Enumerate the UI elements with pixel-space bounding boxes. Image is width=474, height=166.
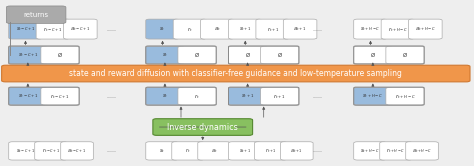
FancyBboxPatch shape — [153, 119, 253, 135]
Text: $r_{t+1}$: $r_{t+1}$ — [265, 146, 277, 155]
FancyBboxPatch shape — [35, 142, 67, 160]
FancyBboxPatch shape — [9, 87, 47, 105]
Text: $a_t$: $a_t$ — [214, 25, 221, 33]
FancyBboxPatch shape — [354, 46, 392, 64]
FancyBboxPatch shape — [36, 19, 70, 39]
FancyBboxPatch shape — [281, 142, 313, 160]
Text: $r_{t-C+1}$: $r_{t-C+1}$ — [43, 25, 63, 34]
FancyBboxPatch shape — [146, 46, 184, 64]
FancyBboxPatch shape — [41, 87, 79, 105]
Text: $a_{t+H-C}$: $a_{t+H-C}$ — [415, 25, 436, 33]
FancyBboxPatch shape — [255, 142, 287, 160]
FancyBboxPatch shape — [354, 87, 392, 105]
FancyBboxPatch shape — [6, 6, 66, 23]
Text: state and reward diffusion with classifier-free guidance and low-temperature sam: state and reward diffusion with classifi… — [69, 69, 402, 78]
Text: $s_{t+H-C}$: $s_{t+H-C}$ — [360, 25, 381, 33]
FancyBboxPatch shape — [146, 87, 184, 105]
Text: $r_{t+H-C}$: $r_{t+H-C}$ — [395, 92, 415, 101]
FancyBboxPatch shape — [380, 142, 412, 160]
Text: .....: ..... — [312, 27, 322, 32]
Text: $r_t$: $r_t$ — [185, 146, 191, 155]
Text: $r_{t-C+1}$: $r_{t-C+1}$ — [50, 92, 70, 101]
FancyBboxPatch shape — [228, 19, 262, 39]
FancyBboxPatch shape — [9, 19, 42, 39]
Text: $s_{t+H-C}$: $s_{t+H-C}$ — [360, 147, 380, 155]
FancyBboxPatch shape — [354, 142, 386, 160]
FancyBboxPatch shape — [283, 19, 317, 39]
FancyBboxPatch shape — [64, 19, 97, 39]
Text: $r_{t+H-C}$: $r_{t+H-C}$ — [386, 146, 406, 155]
Text: Ø: Ø — [195, 52, 199, 57]
Text: Ø: Ø — [371, 52, 375, 57]
Text: $a_t$: $a_t$ — [211, 147, 218, 155]
Text: $s_{t+1}$: $s_{t+1}$ — [239, 147, 251, 155]
Text: .....: ..... — [312, 94, 322, 99]
Text: $r_t$: $r_t$ — [194, 92, 200, 101]
Text: $s_t$: $s_t$ — [159, 147, 165, 155]
FancyBboxPatch shape — [9, 46, 47, 64]
Text: $a_{t-C+1}$: $a_{t-C+1}$ — [70, 25, 91, 33]
Text: $s_{t-C+1}$: $s_{t-C+1}$ — [18, 92, 38, 100]
Text: Ø: Ø — [246, 52, 250, 57]
FancyBboxPatch shape — [198, 142, 230, 160]
FancyBboxPatch shape — [178, 46, 216, 64]
Text: $a_{t+1}$: $a_{t+1}$ — [291, 147, 303, 155]
FancyBboxPatch shape — [386, 87, 424, 105]
FancyBboxPatch shape — [386, 46, 424, 64]
FancyBboxPatch shape — [178, 87, 216, 105]
FancyBboxPatch shape — [381, 19, 415, 39]
FancyBboxPatch shape — [146, 142, 178, 160]
FancyBboxPatch shape — [256, 19, 290, 39]
Text: $r_{t+H-C}$: $r_{t+H-C}$ — [388, 25, 408, 34]
Text: .....: ..... — [312, 148, 322, 153]
Text: .....: ..... — [107, 148, 117, 153]
FancyBboxPatch shape — [146, 19, 179, 39]
Text: $a_{t-C+1}$: $a_{t-C+1}$ — [67, 147, 87, 155]
FancyBboxPatch shape — [406, 142, 438, 160]
Text: $r_{t+1}$: $r_{t+1}$ — [273, 92, 286, 101]
Text: $r_t$: $r_t$ — [187, 25, 193, 34]
FancyBboxPatch shape — [172, 142, 204, 160]
FancyBboxPatch shape — [261, 87, 299, 105]
FancyBboxPatch shape — [228, 46, 267, 64]
Text: $s_{t+H-C}$: $s_{t+H-C}$ — [362, 92, 383, 100]
FancyBboxPatch shape — [228, 87, 267, 105]
FancyBboxPatch shape — [41, 46, 79, 64]
FancyBboxPatch shape — [409, 19, 442, 39]
FancyBboxPatch shape — [61, 142, 93, 160]
FancyBboxPatch shape — [1, 65, 470, 82]
Text: Inverse dynamics: Inverse dynamics — [167, 123, 238, 131]
FancyBboxPatch shape — [173, 19, 207, 39]
FancyBboxPatch shape — [354, 19, 387, 39]
Text: Ø: Ø — [403, 52, 407, 57]
Text: returns: returns — [24, 12, 49, 18]
Text: $a_{t+1}$: $a_{t+1}$ — [293, 25, 307, 33]
Text: $s_t$: $s_t$ — [159, 25, 166, 33]
FancyBboxPatch shape — [228, 142, 261, 160]
Text: $r_{t+1}$: $r_{t+1}$ — [266, 25, 279, 34]
Text: $s_{t-C+1}$: $s_{t-C+1}$ — [18, 51, 38, 59]
FancyBboxPatch shape — [261, 46, 299, 64]
Text: .....: ..... — [107, 27, 117, 32]
Text: Ø: Ø — [58, 52, 62, 57]
Text: Ø: Ø — [278, 52, 282, 57]
Text: $s_{t-C+1}$: $s_{t-C+1}$ — [16, 25, 36, 33]
FancyBboxPatch shape — [9, 142, 41, 160]
Text: .....: ..... — [107, 94, 117, 99]
Text: $a_{t+H-C}$: $a_{t+H-C}$ — [412, 147, 432, 155]
Text: $s_{t+1}$: $s_{t+1}$ — [239, 25, 252, 33]
Text: $r_{t-C+1}$: $r_{t-C+1}$ — [42, 146, 60, 155]
Text: $s_{t+1}$: $s_{t+1}$ — [241, 92, 254, 100]
Text: $s_{t-C+1}$: $s_{t-C+1}$ — [16, 147, 35, 155]
Text: $s_t$: $s_t$ — [162, 92, 168, 100]
FancyBboxPatch shape — [201, 19, 234, 39]
Text: $s_t$: $s_t$ — [162, 51, 168, 59]
